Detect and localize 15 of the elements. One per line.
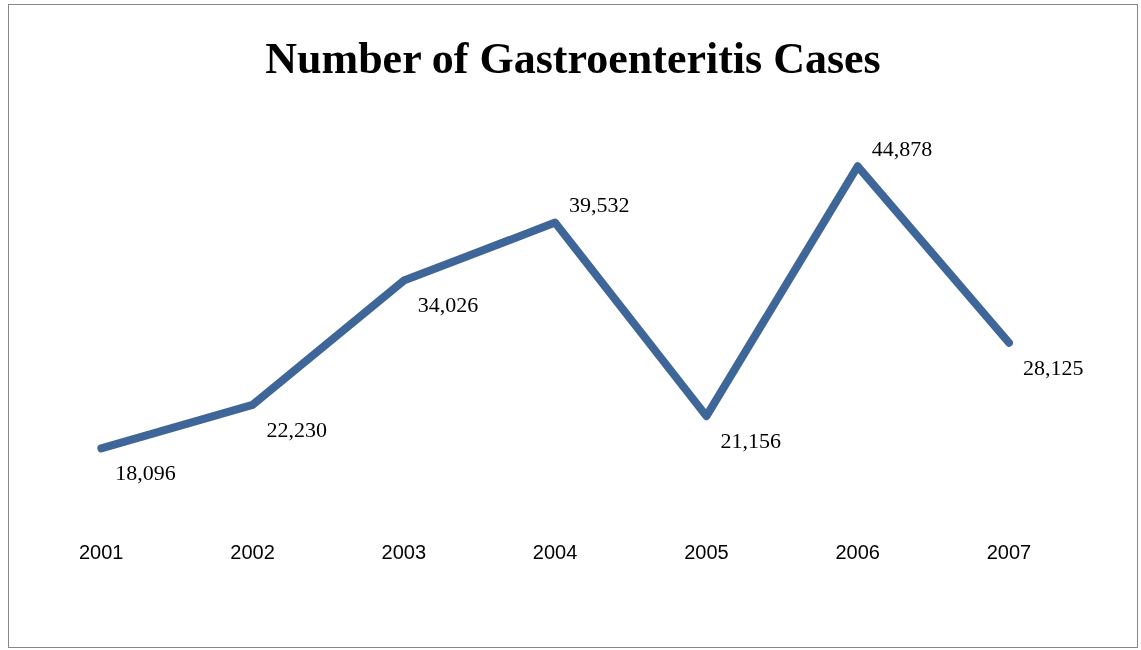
x-tick-label: 2001 bbox=[79, 540, 124, 563]
data-label: 18,096 bbox=[115, 460, 176, 486]
data-label: 21,156 bbox=[720, 427, 781, 453]
data-label: 39,532 bbox=[569, 192, 630, 218]
data-label: 28,125 bbox=[1023, 354, 1084, 380]
x-tick-label: 2002 bbox=[230, 540, 275, 563]
x-tick-label: 2003 bbox=[381, 540, 427, 563]
chart-title: Number of Gastroenteritis Cases bbox=[264, 33, 882, 84]
x-tick-label: 2006 bbox=[835, 540, 880, 563]
data-label: 44,878 bbox=[871, 136, 933, 162]
data-label: 22,230 bbox=[266, 416, 328, 442]
data-label: 34,026 bbox=[417, 292, 479, 318]
x-tick-label: 2007 bbox=[986, 540, 1032, 563]
x-tick-label: 2005 bbox=[684, 540, 729, 563]
x-tick-label: 2004 bbox=[532, 540, 578, 563]
